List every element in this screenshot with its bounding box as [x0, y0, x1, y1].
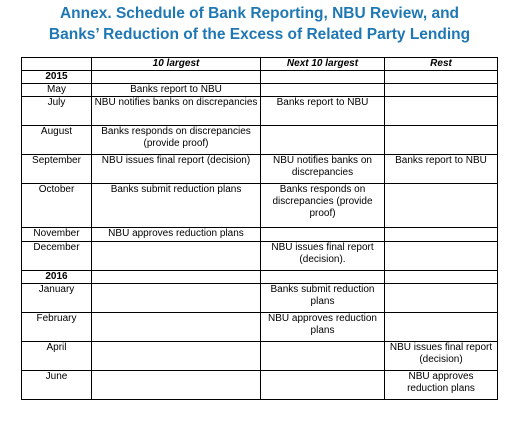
table-row: August Banks responds on discrepancies (p…: [21, 125, 498, 155]
cell-rest: [384, 270, 498, 284]
cell-next-10-largest: [260, 341, 385, 371]
cell-next-10-largest: [260, 227, 385, 242]
cell-10-largest: Banks submit reduction plans: [91, 183, 261, 228]
table-row: January Banks submit reduction plans: [21, 283, 498, 313]
cell-rest: [384, 241, 498, 271]
month-cell: October: [21, 183, 92, 228]
cell-next-10-largest: Banks responds on discrepancies (provide…: [260, 183, 385, 228]
cell-10-largest: Banks responds on discrepancies (provide…: [91, 125, 261, 155]
cell-10-largest: [91, 283, 261, 313]
table-row: April NBU issues final report (decision): [21, 341, 498, 371]
cell-10-largest: [91, 341, 261, 371]
title-line-1: Annex. Schedule of Bank Reporting, NBU R…: [59, 5, 460, 22]
year-cell: 2015: [21, 70, 92, 84]
cell-rest: [384, 312, 498, 342]
header-rest: Rest: [384, 57, 498, 71]
table-row: September NBU issues final report (decisi…: [21, 154, 498, 184]
cell-rest: [384, 183, 498, 228]
month-cell: September: [21, 154, 92, 184]
year-cell: 2016: [21, 270, 92, 284]
cell-10-largest: [91, 70, 261, 84]
cell-next-10-largest: NBU notifies banks on discrepancies: [260, 154, 385, 184]
cell-10-largest: [91, 270, 261, 284]
year-row: 2015: [21, 70, 498, 84]
cell-rest: [384, 283, 498, 313]
cell-10-largest: NBU notifies banks on discrepancies: [91, 96, 261, 126]
cell-rest: [384, 227, 498, 242]
header-row: 10 largest Next 10 largest Rest: [21, 57, 498, 71]
cell-rest: NBU approves reduction plans: [384, 370, 498, 400]
table-row: June NBU approves reduction plans: [21, 370, 498, 400]
header-10-largest: 10 largest: [91, 57, 261, 71]
page-title: Annex. Schedule of Bank Reporting, NBU R…: [0, 3, 519, 45]
cell-next-10-largest: [260, 70, 385, 84]
year-row: 2016: [21, 270, 498, 284]
table-row: February NBU approves reduction plans: [21, 312, 498, 342]
cell-next-10-largest: Banks submit reduction plans: [260, 283, 385, 313]
schedule-table: 10 largest Next 10 largest Rest 2015 May B…: [21, 57, 498, 400]
cell-10-largest: [91, 370, 261, 400]
cell-rest: [384, 83, 498, 97]
header-next-10-largest: Next 10 largest: [260, 57, 385, 71]
table-row: November NBU approves reduction plans: [21, 227, 498, 242]
cell-next-10-largest: [260, 125, 385, 155]
cell-next-10-largest: NBU issues final report (decision).: [260, 241, 385, 271]
table-row: December NBU issues final report (decisio…: [21, 241, 498, 271]
table-body: 2015 May Banks report to NBU July NBU notifi…: [21, 70, 498, 400]
month-cell: May: [21, 83, 92, 97]
cell-rest: [384, 125, 498, 155]
cell-rest: NBU issues final report (decision): [384, 341, 498, 371]
cell-rest: [384, 96, 498, 126]
table-header: 10 largest Next 10 largest Rest: [21, 57, 498, 71]
cell-next-10-largest: NBU approves reduction plans: [260, 312, 385, 342]
month-cell: June: [21, 370, 92, 400]
table-row: July NBU notifies banks on discrepancies B…: [21, 96, 498, 126]
month-cell: February: [21, 312, 92, 342]
month-cell: December: [21, 241, 92, 271]
cell-10-largest: Banks report to NBU: [91, 83, 261, 97]
cell-rest: Banks report to NBU: [384, 154, 498, 184]
month-cell: July: [21, 96, 92, 126]
cell-10-largest: [91, 312, 261, 342]
month-cell: January: [21, 283, 92, 313]
cell-next-10-largest: [260, 83, 385, 97]
header-month: [21, 57, 92, 71]
cell-10-largest: [91, 241, 261, 271]
cell-next-10-largest: [260, 270, 385, 284]
table-row: October Banks submit reduction plans Banks…: [21, 183, 498, 228]
month-cell: November: [21, 227, 92, 242]
table-row: May Banks report to NBU: [21, 83, 498, 97]
cell-10-largest: NBU approves reduction plans: [91, 227, 261, 242]
title-line-2: Banks’ Reduction of the Excess of Relate…: [48, 26, 471, 43]
cell-10-largest: NBU issues final report (decision): [91, 154, 261, 184]
month-cell: August: [21, 125, 92, 155]
cell-rest: [384, 70, 498, 84]
cell-next-10-largest: Banks report to NBU: [260, 96, 385, 126]
month-cell: April: [21, 341, 92, 371]
cell-next-10-largest: [260, 370, 385, 400]
